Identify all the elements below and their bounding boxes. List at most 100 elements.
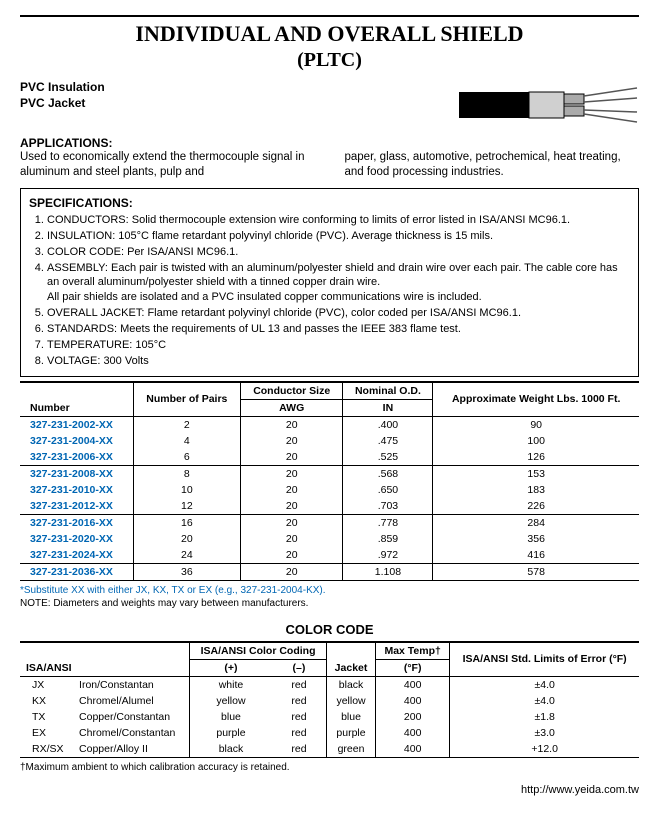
part-number-link[interactable]: 327-231-2002-XX (30, 419, 113, 431)
cell-jacket: black (327, 676, 376, 693)
spec-item: ASSEMBLY: Each pair is twisted with an a… (47, 261, 630, 306)
cell-error: ±1.8 (450, 709, 639, 725)
table-row: 327-231-2008-XX820.568153 (20, 465, 639, 482)
top-row: PVC Insulation PVC Jacket (20, 80, 639, 130)
cell-awg: 20 (240, 498, 343, 515)
insulation-line: PVC Insulation (20, 80, 105, 96)
specifications-box: SPECIFICATIONS: CONDUCTORS: Solid thermo… (20, 188, 639, 377)
th-number: Number (20, 382, 133, 417)
cell-wt: 356 (433, 531, 639, 547)
part-number-link[interactable]: 327-231-2012-XX (30, 500, 113, 512)
applications-head: APPLICATIONS: (20, 136, 639, 150)
cell-od: .703 (343, 498, 433, 515)
cell-pairs: 16 (133, 514, 240, 531)
th-max: Max Temp† (376, 642, 450, 660)
part-number-link[interactable]: 327-231-2010-XX (30, 484, 113, 496)
cell-od: .525 (343, 449, 433, 466)
cell-awg: 20 (240, 482, 343, 498)
cell-wt: 183 (433, 482, 639, 498)
part-number-link[interactable]: 327-231-2016-XX (30, 517, 113, 529)
cell-plus: blue (190, 709, 272, 725)
table-row: RX/SXCopper/Alloy IIblackredgreen400+12.… (20, 741, 639, 758)
cell-awg: 20 (240, 416, 343, 433)
cell-awg: 20 (240, 514, 343, 531)
applications-col-left: Used to economically extend the thermoco… (20, 150, 315, 180)
cell-plus: black (190, 741, 272, 758)
spec-item: OVERALL JACKET: Flame retardant polyviny… (47, 306, 630, 321)
footnote-note: NOTE: Diameters and weights may vary bet… (20, 598, 308, 609)
cell-temp: 400 (376, 693, 450, 709)
table-row: JXIron/Constantanwhiteredblack400±4.0 (20, 676, 639, 693)
part-number-link[interactable]: 327-231-2036-XX (30, 566, 113, 578)
cell-wt: 416 (433, 547, 639, 564)
spec-table: Number Number of Pairs Conductor Size No… (20, 381, 639, 581)
cell-error: ±4.0 (450, 676, 639, 693)
table-row: 327-231-2020-XX2020.859356 (20, 531, 639, 547)
page-subtitle: (PLTC) (20, 49, 639, 72)
cell-temp: 400 (376, 676, 450, 693)
cell-pairs: 20 (133, 531, 240, 547)
part-number-link[interactable]: 327-231-2020-XX (30, 533, 113, 545)
cell-pairs: 12 (133, 498, 240, 515)
table-row: KXChromel/Alumelyellowredyellow400±4.0 (20, 693, 639, 709)
table-row: 327-231-2010-XX1020.650183 (20, 482, 639, 498)
table-row: 327-231-2016-XX 1620.778284 (20, 514, 639, 531)
cell-pairs: 4 (133, 433, 240, 449)
specifications-head: SPECIFICATIONS: (29, 195, 630, 211)
cell-od: .972 (343, 547, 433, 564)
cell-pairs: 36 (133, 563, 240, 580)
cell-awg: 20 (240, 465, 343, 482)
th-nom: Nominal O.D. (343, 382, 433, 400)
page-title: INDIVIDUAL AND OVERALL SHIELD (20, 15, 639, 47)
cell-minus: red (272, 709, 327, 725)
part-number-link[interactable]: 327-231-2008-XX (30, 468, 113, 480)
table-row: 327-231-2012-XX1220.703226 (20, 498, 639, 515)
spec-item: CONDUCTORS: Solid thermocouple extension… (47, 213, 630, 228)
cell-pairs: 10 (133, 482, 240, 498)
table-row: EXChromel/Constantanpurpleredpurple400±3… (20, 725, 639, 741)
cell-temp: 400 (376, 725, 450, 741)
spec-item-text: ASSEMBLY: Each pair is twisted with an a… (47, 262, 618, 289)
cell-awg: 20 (240, 433, 343, 449)
th-coding: ISA/ANSI Color Coding (190, 642, 327, 660)
cell-pairs: 2 (133, 416, 240, 433)
cell-od: .778 (343, 514, 433, 531)
cell-od: .859 (343, 531, 433, 547)
cell-awg: 20 (240, 563, 343, 580)
specifications-list: CONDUCTORS: Solid thermocouple extension… (29, 213, 630, 368)
cell-pairs: 8 (133, 465, 240, 482)
cell-wt: 126 (433, 449, 639, 466)
cell-material: Chromel/Constantan (73, 725, 190, 741)
cell-code: EX (20, 725, 73, 741)
cell-jacket: green (327, 741, 376, 758)
source-url: http://www.yeida.com.tw (20, 784, 639, 796)
cell-od: .475 (343, 433, 433, 449)
cell-minus: red (272, 693, 327, 709)
part-number-link[interactable]: 327-231-2006-XX (30, 451, 113, 463)
cell-material: Copper/Constantan (73, 709, 190, 725)
applications-col-right: paper, glass, automotive, petrochemical,… (345, 150, 640, 180)
th-err: ISA/ANSI Std. Limits of Error (°F) (450, 642, 639, 677)
table-row: 327-231-2036-XX36201.108578 (20, 563, 639, 580)
cell-pairs: 6 (133, 449, 240, 466)
table-row: 327-231-2024-XX 2420.972416 (20, 547, 639, 564)
th-plus: (+) (190, 659, 272, 676)
cell-code: JX (20, 676, 73, 693)
spec-footnotes: *Substitute XX with either JX, KX, TX or… (20, 584, 639, 610)
th-wt: Approximate Weight Lbs. 1000 Ft. (433, 382, 639, 417)
applications-text: Used to economically extend the thermoco… (20, 150, 639, 180)
cell-wt: 284 (433, 514, 639, 531)
part-number-link[interactable]: 327-231-2024-XX (30, 549, 113, 561)
cell-jacket: purple (327, 725, 376, 741)
cell-material: Chromel/Alumel (73, 693, 190, 709)
th-in: IN (343, 399, 433, 416)
cell-wt: 578 (433, 563, 639, 580)
cell-plus: purple (190, 725, 272, 741)
cell-awg: 20 (240, 547, 343, 564)
cc-footnote: †Maximum ambient to which calibration ac… (20, 761, 639, 774)
cell-jacket: yellow (327, 693, 376, 709)
cell-pairs: 24 (133, 547, 240, 564)
part-number-link[interactable]: 327-231-2004-XX (30, 435, 113, 447)
cell-plus: white (190, 676, 272, 693)
cable-illustration (439, 80, 639, 130)
